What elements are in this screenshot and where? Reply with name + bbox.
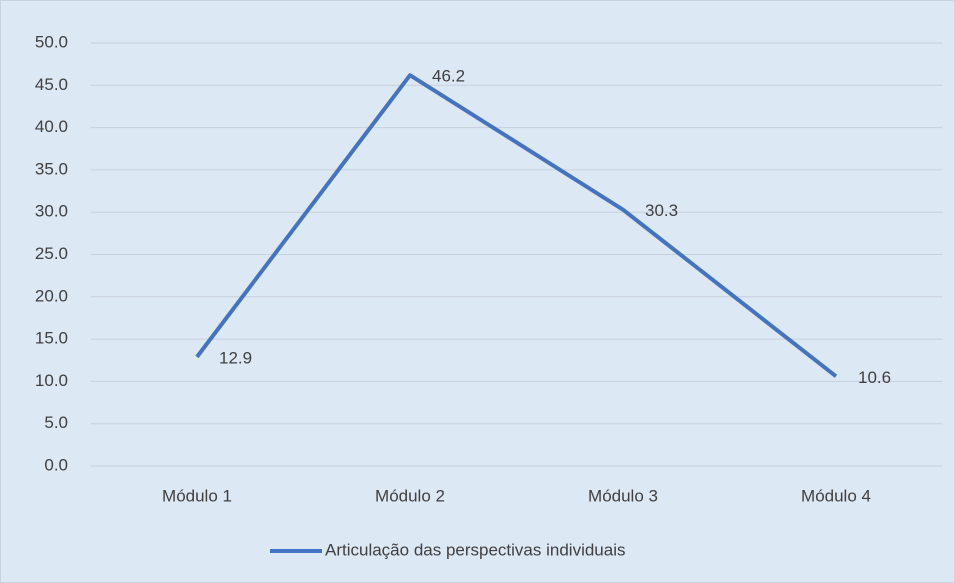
data-label: 12.9 [219, 348, 252, 367]
y-tick-label: 30.0 [35, 202, 68, 221]
y-tick-label: 10.0 [35, 371, 68, 390]
x-tick-label: Módulo 3 [588, 486, 658, 505]
y-tick-label: 25.0 [35, 244, 68, 263]
y-tick-label: 20.0 [35, 286, 68, 305]
y-tick-label: 5.0 [44, 413, 68, 432]
data-label: 30.3 [645, 201, 678, 220]
y-tick-label: 45.0 [35, 75, 68, 94]
legend-label: Articulação das perspectivas individuais [325, 540, 626, 559]
x-tick-label: Módulo 4 [801, 486, 871, 505]
data-label: 46.2 [432, 67, 465, 86]
y-tick-label: 0.0 [44, 455, 68, 474]
y-tick-label: 40.0 [35, 117, 68, 136]
y-tick-label: 35.0 [35, 159, 68, 178]
x-tick-label: Módulo 2 [375, 486, 445, 505]
y-tick-label: 15.0 [35, 329, 68, 348]
data-line [195, 73, 838, 378]
x-tick-label: Módulo 1 [162, 486, 232, 505]
data-label: 10.6 [858, 368, 891, 387]
y-tick-label: 50.0 [35, 32, 68, 51]
